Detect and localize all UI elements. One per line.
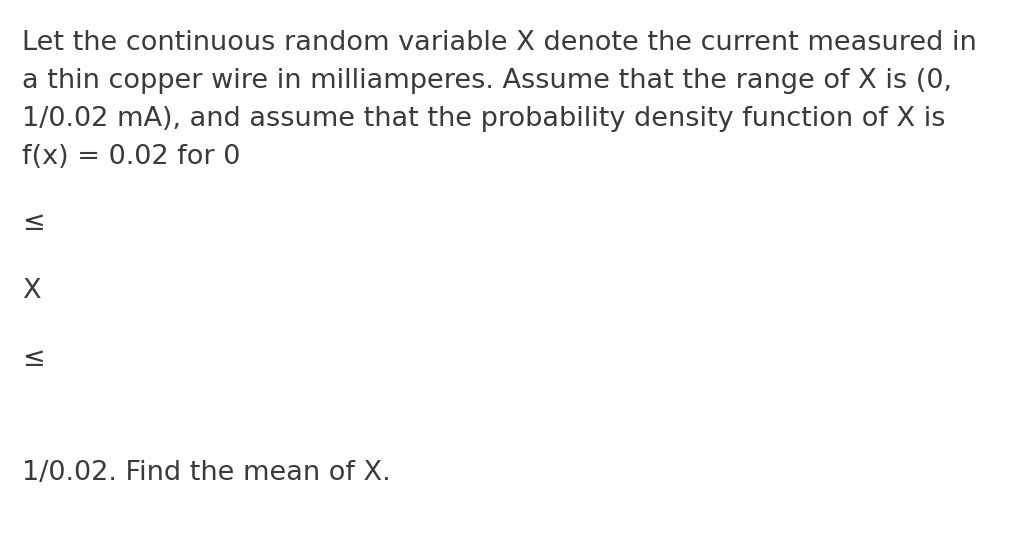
- Text: Let the continuous random variable X denote the current measured in: Let the continuous random variable X den…: [22, 30, 976, 56]
- Text: a thin copper wire in milliamperes. Assume that the range of X is (0,: a thin copper wire in milliamperes. Assu…: [22, 68, 951, 94]
- Text: 1/0.02 mA), and assume that the probability density function of X is: 1/0.02 mA), and assume that the probabil…: [22, 106, 944, 132]
- Text: ≤: ≤: [22, 346, 44, 372]
- Text: ≤: ≤: [22, 210, 44, 236]
- Text: 1/0.02. Find the mean of X.: 1/0.02. Find the mean of X.: [22, 460, 390, 486]
- Text: f(x) = 0.02 for 0: f(x) = 0.02 for 0: [22, 144, 241, 170]
- Text: X: X: [22, 278, 40, 304]
